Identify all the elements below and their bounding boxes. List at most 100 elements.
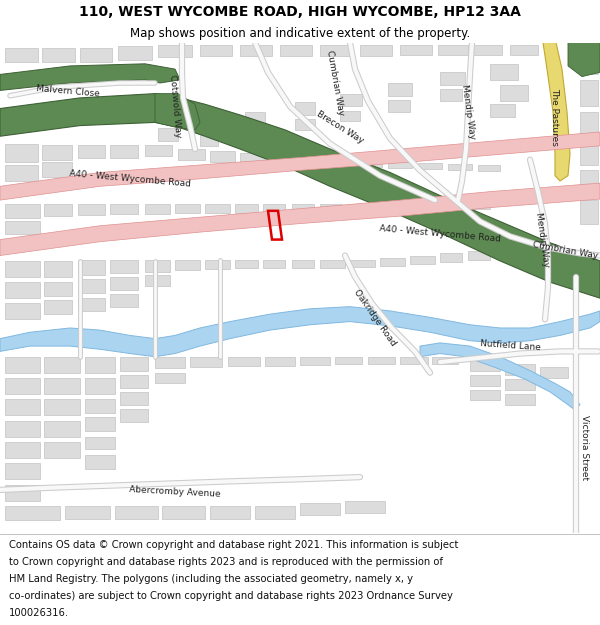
Polygon shape [360,44,392,56]
Polygon shape [5,261,40,277]
Polygon shape [505,394,535,404]
Polygon shape [478,165,500,171]
Polygon shape [5,399,40,416]
Polygon shape [85,437,115,449]
Polygon shape [320,44,352,56]
Polygon shape [44,204,72,216]
Polygon shape [110,260,138,272]
Polygon shape [120,392,148,404]
Polygon shape [155,372,185,383]
Polygon shape [580,171,598,194]
Polygon shape [155,357,185,369]
Polygon shape [85,418,115,431]
Polygon shape [0,132,600,200]
Polygon shape [0,183,600,256]
Polygon shape [80,48,112,62]
Polygon shape [145,275,170,286]
Polygon shape [85,455,115,469]
Polygon shape [400,357,428,364]
Polygon shape [300,156,322,165]
Polygon shape [44,378,80,394]
Polygon shape [440,89,462,101]
Polygon shape [155,94,200,130]
Polygon shape [5,282,40,298]
Polygon shape [345,501,385,513]
Polygon shape [78,279,105,293]
Polygon shape [580,112,598,136]
Polygon shape [438,200,462,209]
Polygon shape [400,44,432,55]
Polygon shape [145,204,170,214]
Polygon shape [110,294,138,307]
Polygon shape [376,202,400,211]
Text: Victoria Street: Victoria Street [580,415,589,480]
Text: Contains OS data © Crown copyright and database right 2021. This information is : Contains OS data © Crown copyright and d… [9,540,458,550]
Polygon shape [115,506,158,519]
Polygon shape [0,94,600,298]
Polygon shape [432,357,458,364]
Polygon shape [210,151,235,162]
Polygon shape [44,261,72,277]
Polygon shape [410,256,435,264]
Polygon shape [292,260,314,268]
Polygon shape [438,44,468,55]
Text: Abercromby Avenue: Abercromby Avenue [129,485,221,499]
Polygon shape [210,506,250,519]
Text: A40 - West Wycombe Road: A40 - West Wycombe Road [69,169,191,189]
Polygon shape [5,442,40,458]
Polygon shape [388,162,412,168]
Polygon shape [200,44,232,56]
Polygon shape [78,260,105,275]
Polygon shape [120,357,148,371]
Text: co-ordinates) are subject to Crown copyright and database rights 2023 Ordnance S: co-ordinates) are subject to Crown copyr… [9,591,453,601]
Polygon shape [490,104,515,117]
Polygon shape [265,357,295,366]
Polygon shape [358,159,382,167]
Polygon shape [145,260,170,271]
Polygon shape [468,200,490,209]
Polygon shape [78,204,105,215]
Polygon shape [5,144,38,162]
Polygon shape [85,357,115,372]
Polygon shape [240,44,272,56]
Polygon shape [178,149,205,159]
Polygon shape [408,201,432,210]
Polygon shape [300,357,330,365]
Polygon shape [540,368,568,378]
Polygon shape [44,282,72,296]
Polygon shape [448,164,472,171]
Polygon shape [235,204,258,213]
Polygon shape [175,204,200,213]
Polygon shape [158,127,178,141]
Polygon shape [368,357,395,364]
Polygon shape [295,119,315,130]
Polygon shape [470,360,500,371]
Polygon shape [65,506,110,519]
Polygon shape [235,260,258,268]
Polygon shape [580,141,598,165]
Polygon shape [85,399,115,413]
Polygon shape [5,204,40,218]
Polygon shape [44,357,80,372]
Text: Mendip Way: Mendip Way [460,84,476,140]
Polygon shape [85,378,115,394]
Text: Cumbrian Way: Cumbrian Way [325,49,345,116]
Polygon shape [505,364,535,375]
Text: HM Land Registry. The polygons (including the associated geometry, namely x, y: HM Land Registry. The polygons (includin… [9,574,413,584]
Text: Mendip Way: Mendip Way [533,212,550,268]
Polygon shape [5,165,38,181]
Polygon shape [340,94,362,106]
Polygon shape [388,83,412,96]
Polygon shape [245,127,262,138]
Polygon shape [42,48,75,62]
Polygon shape [388,100,410,112]
Polygon shape [5,304,40,319]
Polygon shape [5,221,40,234]
Text: The Pastures: The Pastures [551,88,560,146]
Polygon shape [292,204,314,213]
Polygon shape [440,253,462,262]
Polygon shape [348,204,370,213]
Polygon shape [490,64,518,80]
Polygon shape [568,42,600,77]
Text: 100026316.: 100026316. [9,608,69,618]
